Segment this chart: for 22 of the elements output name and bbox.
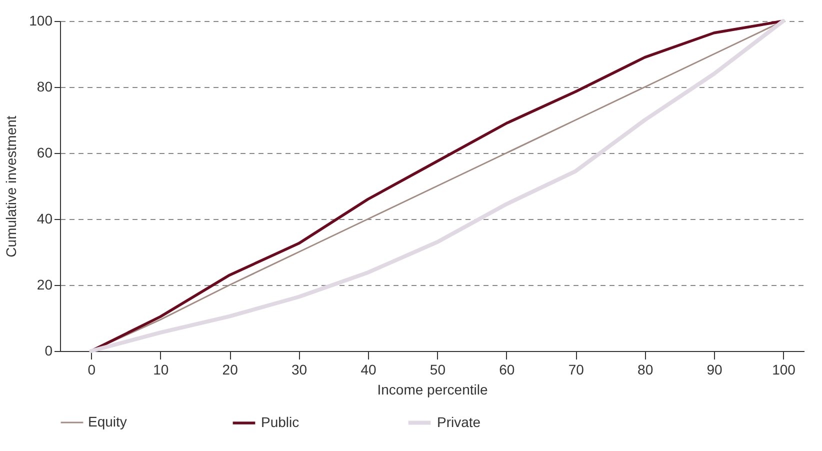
x-tick-label: 50 bbox=[430, 362, 446, 378]
x-tick-label: 100 bbox=[772, 362, 796, 378]
y-tick-label: 80 bbox=[36, 78, 53, 94]
x-tick-label: 20 bbox=[222, 362, 238, 378]
legend-label: Private bbox=[437, 414, 481, 430]
y-tick-label: 20 bbox=[36, 276, 53, 292]
x-tick-label: 90 bbox=[706, 362, 723, 378]
legend-label: Equity bbox=[88, 414, 127, 430]
x-tick-label: 40 bbox=[360, 362, 376, 378]
x-tick-label: 60 bbox=[499, 362, 515, 378]
x-axis-title: Income percentile bbox=[377, 382, 488, 398]
legend-label: Public bbox=[261, 414, 300, 430]
x-tick-label: 80 bbox=[638, 362, 654, 378]
y-axis-title: Cumulative investment bbox=[3, 116, 20, 258]
y-tick-label: 60 bbox=[36, 144, 53, 160]
x-tick-label: 10 bbox=[153, 362, 169, 378]
y-tick-label: 100 bbox=[29, 12, 53, 28]
x-tick-label: 30 bbox=[291, 362, 308, 378]
y-tick-label: 0 bbox=[44, 342, 53, 358]
y-tick-label: 40 bbox=[36, 210, 53, 226]
x-tick-label: 70 bbox=[568, 362, 584, 378]
x-tick-label: 0 bbox=[88, 362, 96, 378]
